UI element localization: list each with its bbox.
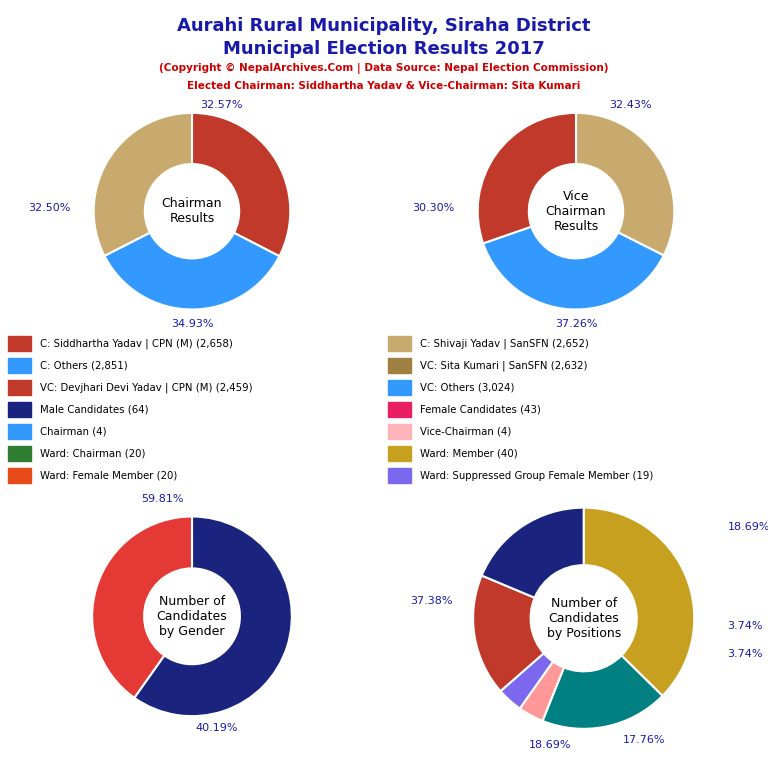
Text: Aurahi Rural Municipality, Siraha District: Aurahi Rural Municipality, Siraha Distri… (177, 17, 591, 35)
Text: C: Siddhartha Yadav | CPN (M) (2,658): C: Siddhartha Yadav | CPN (M) (2,658) (40, 338, 233, 349)
Wedge shape (94, 113, 192, 256)
Text: C: Shivaji Yadav | SanSFN (2,652): C: Shivaji Yadav | SanSFN (2,652) (420, 338, 589, 349)
Text: 3.74%: 3.74% (727, 621, 763, 631)
Text: 32.57%: 32.57% (200, 100, 243, 110)
Bar (8, 446, 31, 461)
Bar (8, 425, 31, 439)
Text: Ward: Suppressed Group Female Member (19): Ward: Suppressed Group Female Member (19… (420, 471, 654, 481)
Wedge shape (483, 227, 664, 310)
Text: VC: Sita Kumari | SanSFN (2,632): VC: Sita Kumari | SanSFN (2,632) (420, 360, 588, 371)
Wedge shape (478, 113, 576, 243)
Wedge shape (104, 233, 280, 310)
Bar (388, 446, 411, 461)
Bar (8, 468, 31, 483)
Wedge shape (92, 516, 192, 698)
Bar (388, 402, 411, 417)
Bar (388, 425, 411, 439)
Text: 37.38%: 37.38% (410, 597, 453, 607)
Text: (Copyright © NepalArchives.Com | Data Source: Nepal Election Commission): (Copyright © NepalArchives.Com | Data So… (159, 63, 609, 74)
Text: Chairman (4): Chairman (4) (40, 426, 107, 436)
Wedge shape (134, 516, 292, 716)
Bar (8, 359, 31, 372)
Wedge shape (542, 656, 663, 729)
Text: Vice
Chairman
Results: Vice Chairman Results (546, 190, 606, 233)
Text: Ward: Chairman (20): Ward: Chairman (20) (40, 449, 145, 458)
Text: Ward: Member (40): Ward: Member (40) (420, 449, 518, 458)
Wedge shape (576, 113, 674, 256)
Text: 40.19%: 40.19% (196, 723, 238, 733)
Bar (388, 468, 411, 483)
Bar (388, 380, 411, 395)
Text: VC: Others (3,024): VC: Others (3,024) (420, 382, 515, 392)
Text: 32.43%: 32.43% (609, 100, 651, 110)
Wedge shape (584, 508, 694, 696)
Text: Ward: Female Member (20): Ward: Female Member (20) (40, 471, 177, 481)
Text: Number of
Candidates
by Gender: Number of Candidates by Gender (157, 595, 227, 637)
Text: 3.74%: 3.74% (727, 649, 763, 659)
Text: 37.26%: 37.26% (554, 319, 598, 329)
Text: 34.93%: 34.93% (170, 319, 214, 329)
Text: Vice-Chairman (4): Vice-Chairman (4) (420, 426, 511, 436)
Text: 59.81%: 59.81% (141, 494, 184, 504)
Text: 18.69%: 18.69% (529, 740, 571, 750)
Wedge shape (482, 508, 584, 598)
Text: 32.50%: 32.50% (28, 204, 71, 214)
Text: Chairman
Results: Chairman Results (162, 197, 222, 225)
Text: Municipal Election Results 2017: Municipal Election Results 2017 (223, 40, 545, 58)
Text: VC: Devjhari Devi Yadav | CPN (M) (2,459): VC: Devjhari Devi Yadav | CPN (M) (2,459… (40, 382, 253, 392)
Text: C: Others (2,851): C: Others (2,851) (40, 360, 127, 370)
Bar (8, 380, 31, 395)
Wedge shape (520, 661, 564, 721)
Wedge shape (501, 654, 553, 709)
Text: Elected Chairman: Siddhartha Yadav & Vice-Chairman: Sita Kumari: Elected Chairman: Siddhartha Yadav & Vic… (187, 81, 581, 91)
Bar (8, 402, 31, 417)
Bar (388, 359, 411, 372)
Text: Male Candidates (64): Male Candidates (64) (40, 405, 148, 415)
Text: Number of
Candidates
by Positions: Number of Candidates by Positions (547, 597, 621, 640)
Text: 18.69%: 18.69% (727, 521, 768, 531)
Text: 30.30%: 30.30% (412, 204, 455, 214)
Text: 17.76%: 17.76% (624, 735, 666, 745)
Text: Female Candidates (43): Female Candidates (43) (420, 405, 541, 415)
Wedge shape (192, 113, 290, 257)
Bar (8, 336, 31, 351)
Bar (388, 336, 411, 351)
Wedge shape (473, 575, 544, 691)
